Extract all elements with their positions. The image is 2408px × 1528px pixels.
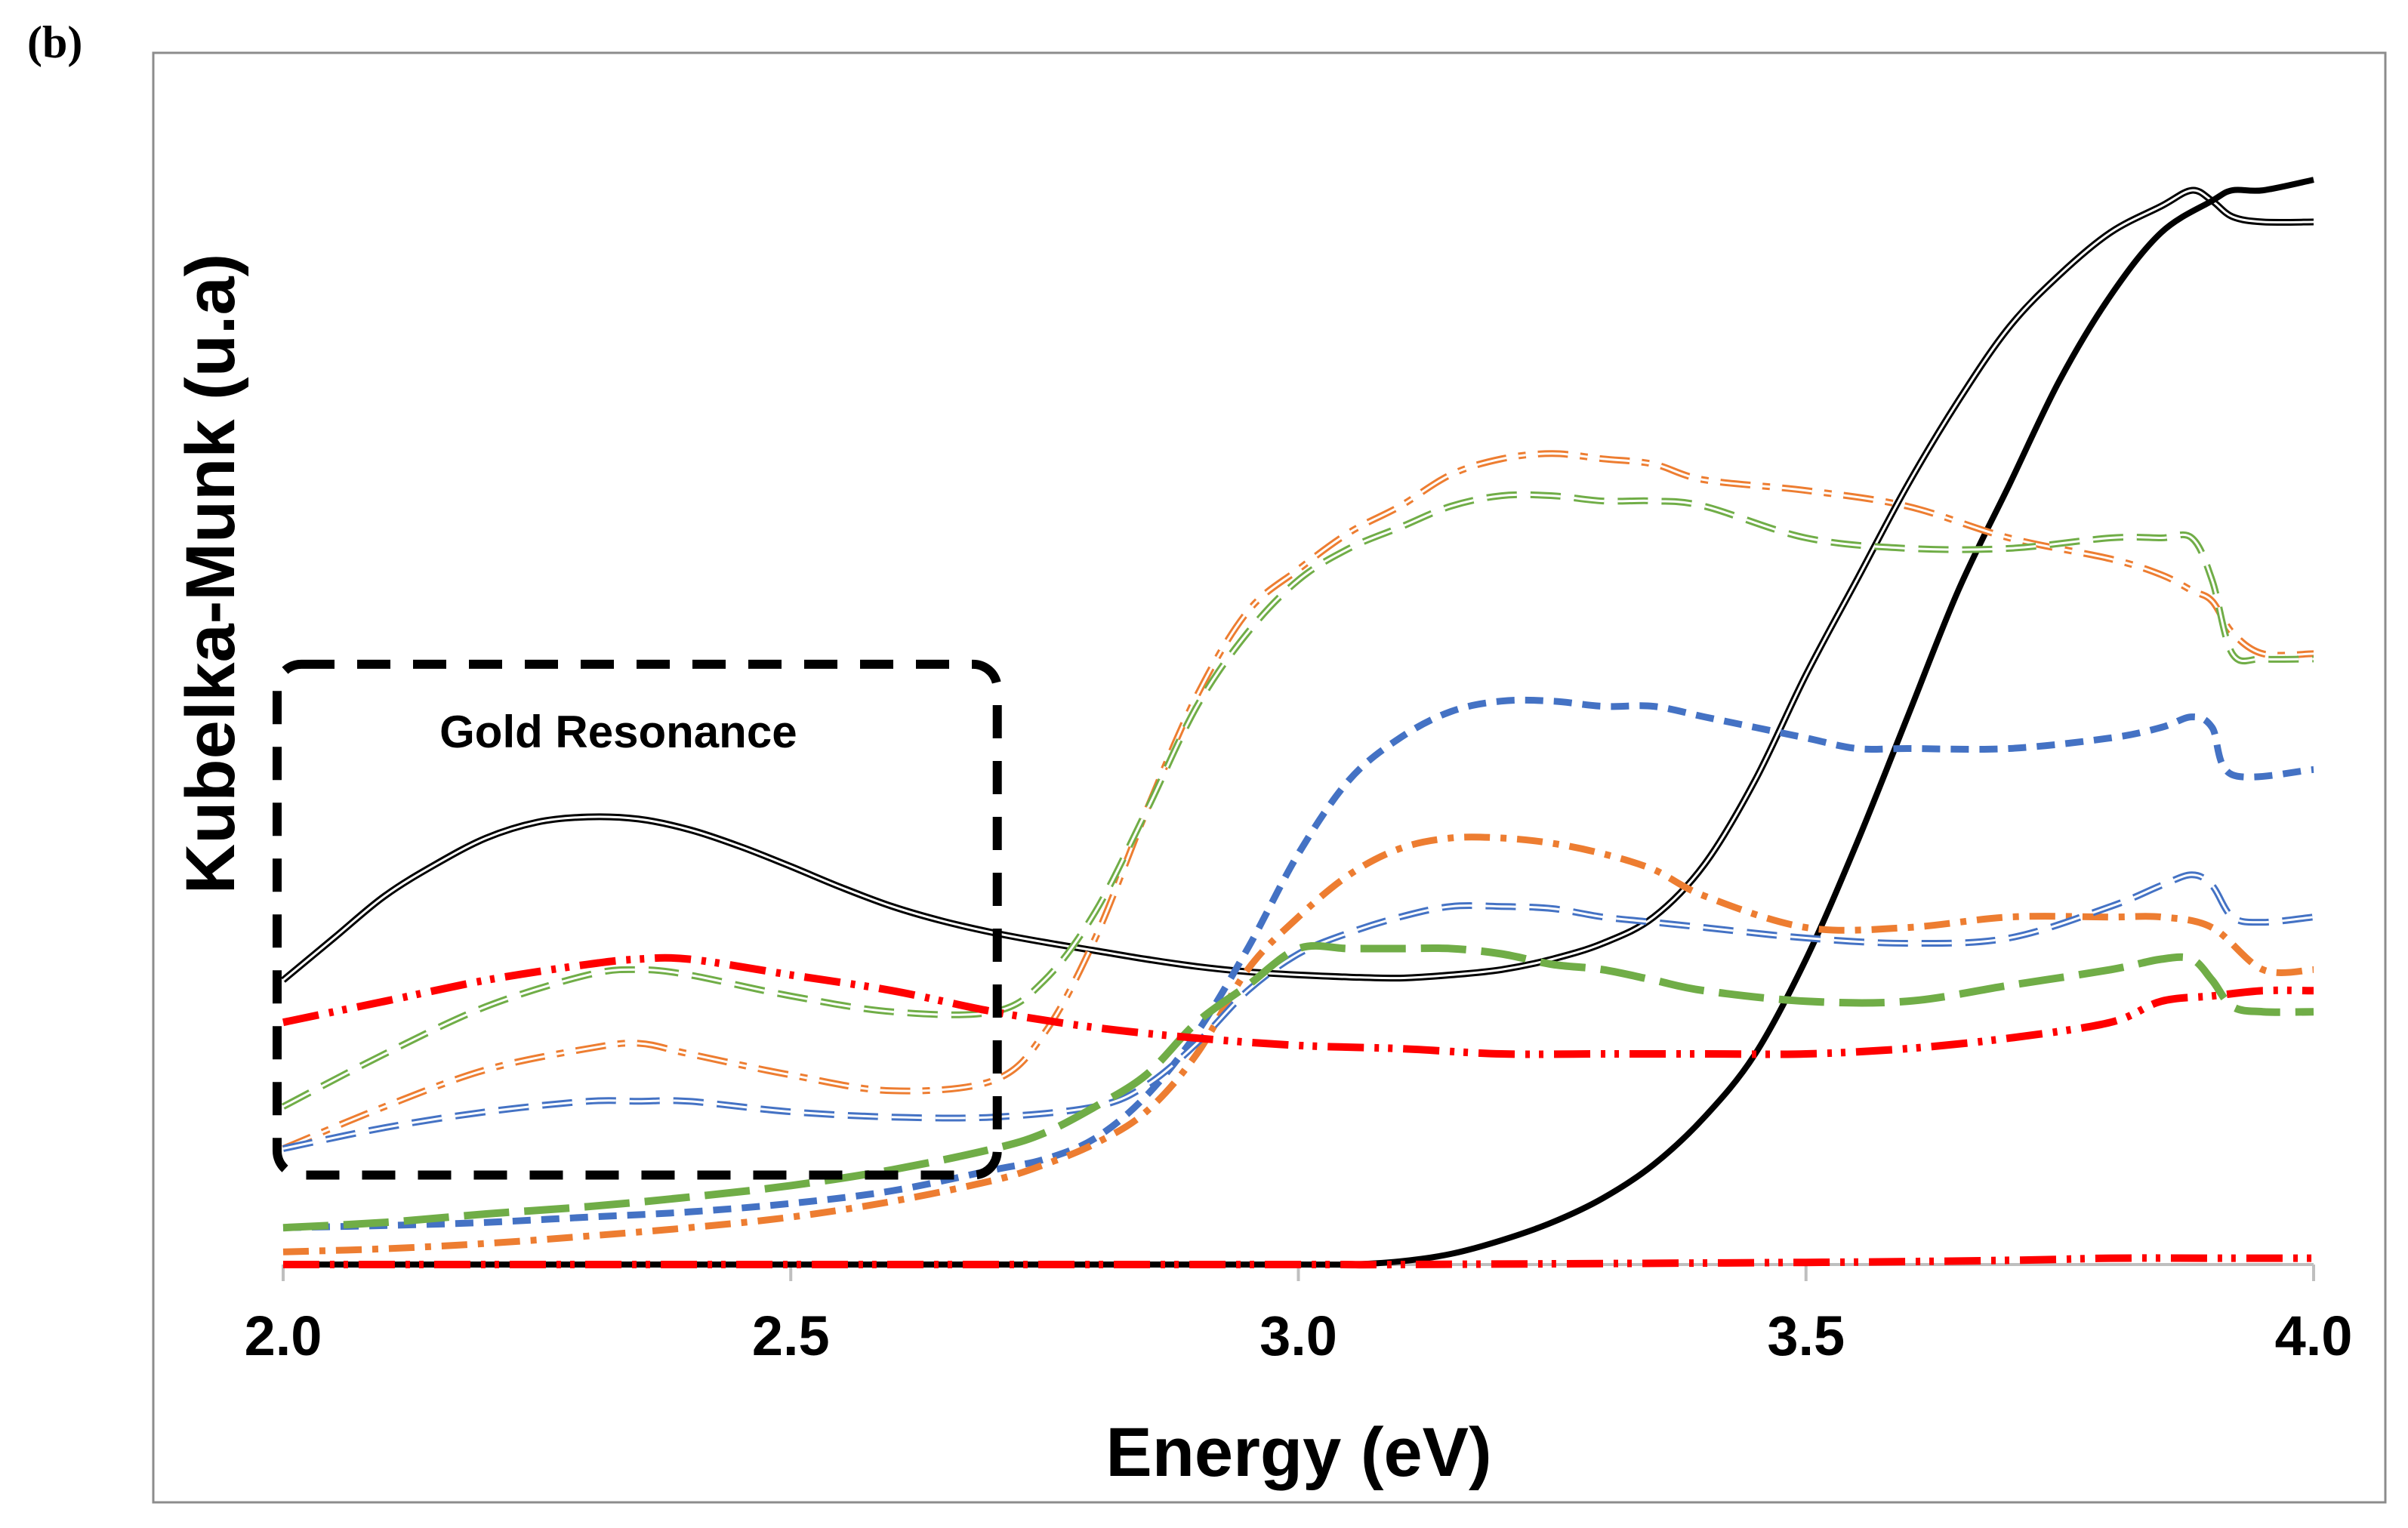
x-tick-label: 3.5 (1767, 1305, 1845, 1367)
x-axis-title: Energy (eV) (1105, 1414, 1491, 1491)
series-line (282, 833, 2314, 1255)
series-line (282, 696, 2314, 1231)
series-black-double (281, 186, 2314, 983)
series-line (282, 450, 2314, 1152)
panel-label: (b) (27, 17, 83, 67)
series-line-inner (282, 873, 2314, 1150)
series-line-inner (282, 452, 2314, 1150)
x-tick-label: 3.0 (1259, 1305, 1337, 1367)
x-tick-label: 2.5 (752, 1305, 830, 1367)
gold-resonance-box (273, 659, 1002, 1180)
series-line (281, 186, 2314, 983)
series-line-inner (282, 189, 2314, 981)
series-green-dash (282, 941, 2314, 1232)
series-orange-double-dashdot (282, 450, 2314, 1152)
series-green-double-dash (281, 491, 2314, 1110)
series-line-inner (282, 493, 2314, 1108)
chart-frame (152, 51, 2387, 1504)
y-axis-title: Kubelka-Munk (u.a) (172, 254, 249, 894)
x-tick-label: 2.0 (245, 1305, 322, 1367)
gold-resonance-label: Gold Resonance (439, 707, 797, 757)
series-line (282, 941, 2314, 1232)
x-tick-labels: 2.0 2.5 3.0 3.5 4.0 (245, 1305, 2353, 1367)
series-blue-dash (282, 696, 2314, 1231)
series-orange-dashdot (282, 833, 2314, 1255)
series-red-baseline (282, 1254, 2314, 1269)
series-line (282, 1254, 2314, 1269)
series-blue-double-dash (282, 871, 2314, 1152)
series-line (281, 491, 2314, 1110)
x-tick-label: 4.0 (2275, 1305, 2353, 1367)
series-layer (281, 177, 2314, 1269)
